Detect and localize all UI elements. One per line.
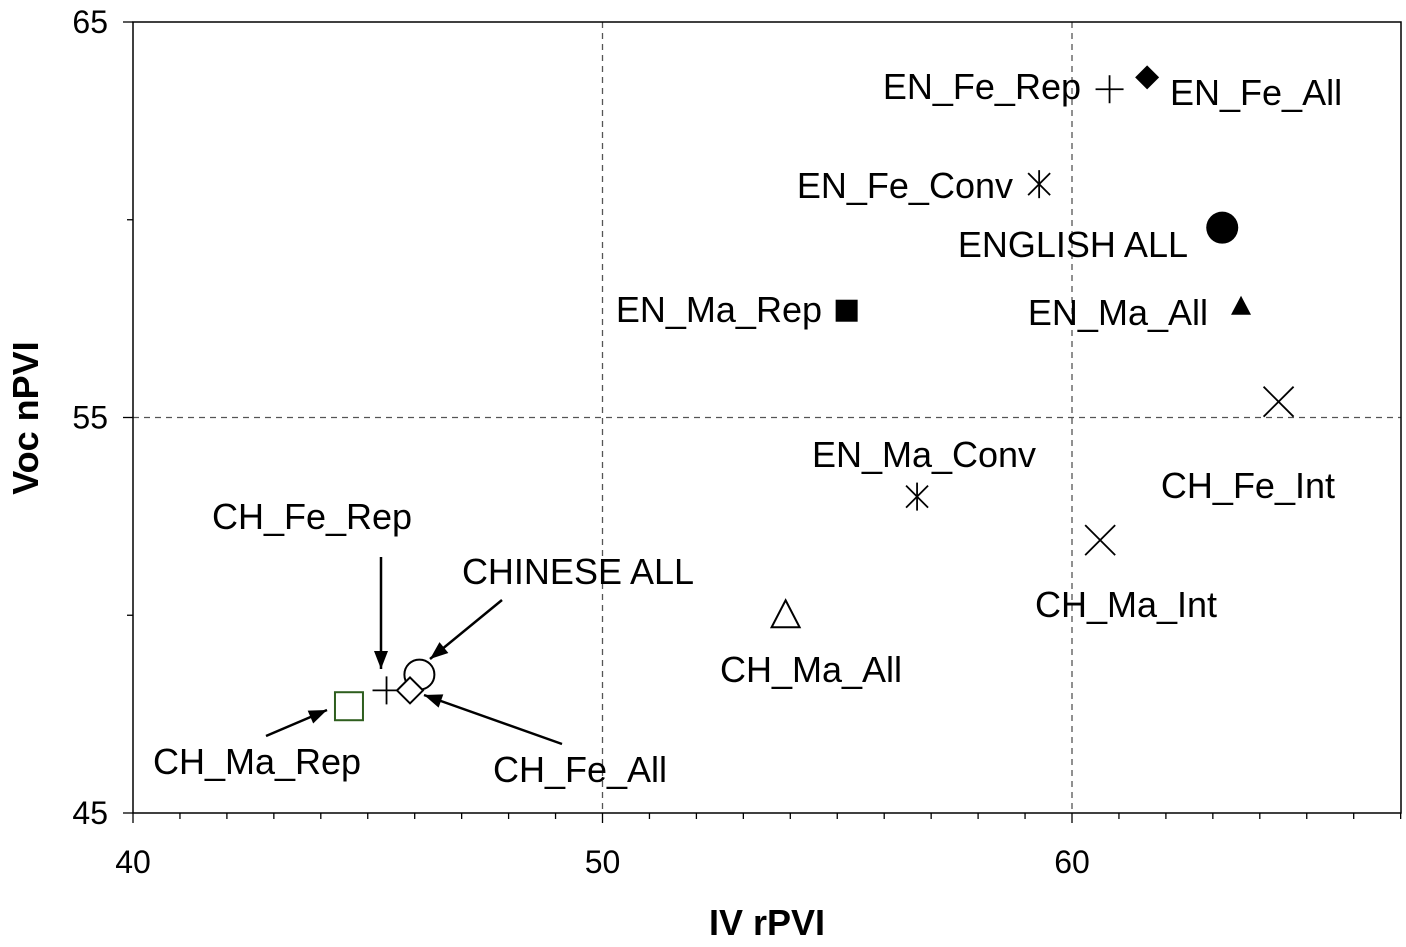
labels-layer: EN_Fe_All EN_Fe_Rep EN_Fe_Conv ENGLISH ALL E… <box>153 66 1342 790</box>
point-label-en-fe-all: EN_Fe_All <box>1170 72 1342 113</box>
point-label-chinese-all: CHINESE ALL <box>462 551 694 592</box>
arrow-ch-fe-rep-head <box>374 651 388 669</box>
x-tick-label-60: 60 <box>1054 844 1090 880</box>
arrow-ch-fe-rep <box>374 557 388 669</box>
arrow-chinese-all <box>429 599 503 660</box>
arrow-ch-ma-rep <box>265 708 328 738</box>
arrows-layer <box>265 557 563 746</box>
point-label-en-ma-conv: EN_Ma_Conv <box>812 434 1036 475</box>
y-tick-label-45: 45 <box>72 795 108 831</box>
x-tick-label-50: 50 <box>585 844 621 880</box>
y-tick-label-55: 55 <box>72 400 108 436</box>
y-tick-label-65: 65 <box>72 4 108 40</box>
marker-ch-fe-all <box>395 675 425 705</box>
marker-en-fe-all <box>1135 65 1160 90</box>
point-label-english-all: ENGLISH ALL <box>958 224 1188 265</box>
arrow-ch-ma-rep-head <box>307 710 327 724</box>
marker-ch-ma-int-d2 <box>1084 524 1116 556</box>
point-label-ch-fe-rep: CH_Fe_Rep <box>212 496 412 537</box>
marker-en-ma-conv <box>905 482 929 511</box>
marker-en-fe-conv <box>1027 170 1051 199</box>
point-label-ch-ma-int: CH_Ma_Int <box>1035 584 1217 625</box>
marker-ch-ma-int <box>1084 524 1116 556</box>
marker-ch-ma-rep <box>333 691 364 722</box>
marker-en-fe-conv-d2 <box>1027 172 1051 196</box>
arrow-chinese-all-head <box>430 642 449 659</box>
marker-en-fe-rep <box>1095 75 1124 104</box>
point-label-ch-fe-all: CH_Fe_All <box>493 749 667 790</box>
x-tick-label-40: 40 <box>115 844 151 880</box>
point-label-ch-ma-all: CH_Ma_All <box>720 649 902 690</box>
point-label-ch-fe-int: CH_Fe_Int <box>1161 465 1335 506</box>
arrow-ch-fe-all <box>423 693 563 746</box>
arrow-ch-fe-all-shaft <box>423 693 563 746</box>
marker-ch-fe-int <box>1262 386 1295 418</box>
x-axis-title: IV rPVI <box>709 902 825 942</box>
point-label-en-ma-rep: EN_Ma_Rep <box>616 289 822 330</box>
marker-en-ma-all <box>1231 295 1252 315</box>
ticks-layer: 40 50 60 45 55 65 <box>72 4 1402 880</box>
marker-ch-fe-int-d2 <box>1262 386 1295 418</box>
point-label-ch-ma-rep: CH_Ma_Rep <box>153 741 361 782</box>
marker-english-all <box>1206 211 1239 244</box>
point-label-en-fe-rep: EN_Fe_Rep <box>883 66 1081 107</box>
marker-ch-ma-all <box>769 598 802 629</box>
marker-en-ma-rep <box>835 299 858 322</box>
y-axis-title: Voc nPVI <box>5 341 46 494</box>
markers-layer <box>333 65 1295 722</box>
point-label-en-ma-all: EN_Ma_All <box>1028 292 1208 333</box>
grid-layer <box>133 22 1401 813</box>
point-label-en-fe-conv: EN_Fe_Conv <box>797 165 1013 206</box>
arrow-ch-fe-all-head <box>424 694 444 708</box>
marker-en-ma-conv-d2 <box>905 484 929 509</box>
